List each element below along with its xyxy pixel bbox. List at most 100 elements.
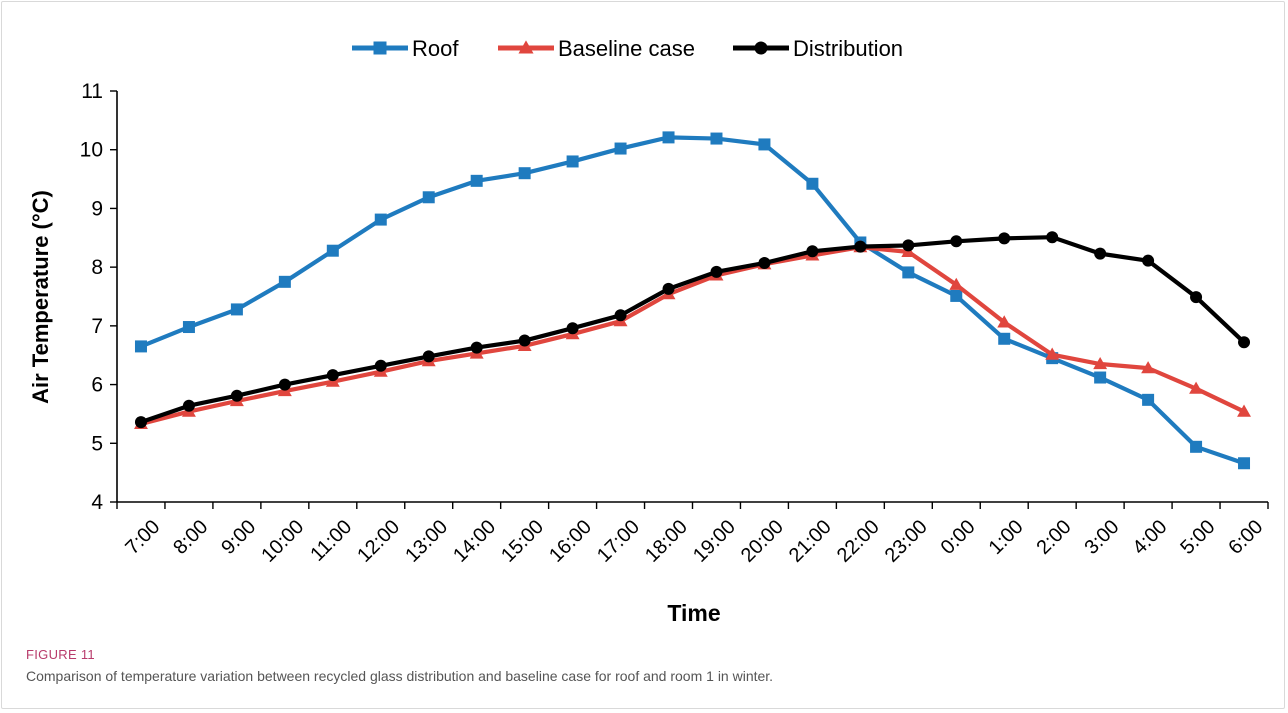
x-tick-label: 5:00: [1176, 516, 1219, 559]
x-tick-label: 17:00: [593, 516, 644, 567]
data-point-baseline-case: [1045, 347, 1060, 360]
data-point-distribution: [710, 265, 723, 278]
legend-item-baseline-case: Baseline case: [498, 36, 695, 61]
series-baseline-case: [134, 240, 1251, 430]
data-point-roof: [902, 266, 915, 279]
data-point-distribution: [470, 341, 483, 354]
x-tick-label: 18:00: [641, 516, 692, 567]
data-point-roof: [1190, 440, 1203, 453]
x-tick-label: 6:00: [1224, 516, 1267, 559]
series-line-roof: [140, 135, 1245, 466]
data-point-distribution: [134, 416, 147, 429]
data-point-distribution: [950, 235, 963, 248]
data-point-distribution: [902, 239, 915, 252]
data-point-distribution: [854, 240, 867, 253]
data-point-distribution: [278, 378, 291, 391]
data-point-distribution: [614, 309, 627, 322]
data-point-distribution: [806, 245, 819, 258]
y-tick-label: 10: [80, 139, 103, 162]
y-tick-label: 11: [81, 80, 103, 103]
y-axis-label: Air Temperature (°C): [28, 190, 53, 404]
data-point-distribution: [1046, 231, 1059, 244]
data-point-roof: [134, 340, 147, 353]
x-tick-label: 16:00: [545, 516, 596, 567]
x-tick-label: 21:00: [785, 516, 836, 567]
data-point-distribution: [326, 369, 339, 382]
data-point-distribution: [230, 389, 243, 402]
x-tick-label: 15:00: [497, 516, 548, 567]
y-tick-label: 6: [91, 374, 103, 397]
data-point-roof: [710, 132, 723, 145]
x-tick-label: 7:00: [121, 516, 164, 559]
x-tick-label: 4:00: [1128, 516, 1171, 559]
data-point-distribution: [182, 399, 195, 412]
data-point-distribution: [518, 334, 531, 347]
y-tick-label: 9: [91, 197, 103, 220]
data-point-roof: [470, 174, 483, 187]
data-point-distribution: [1238, 336, 1251, 349]
x-tick-label: 23:00: [881, 516, 932, 567]
data-point-roof: [998, 332, 1011, 345]
data-point-roof: [806, 177, 819, 190]
data-point-roof: [1094, 371, 1107, 384]
series-layer: [134, 131, 1251, 470]
data-point-baseline-case: [1093, 356, 1108, 370]
data-point-roof: [1142, 393, 1155, 406]
x-tick-label: 13:00: [401, 516, 452, 567]
data-point-baseline-case: [1189, 381, 1204, 394]
data-point-distribution: [998, 232, 1011, 245]
data-point-roof: [230, 303, 243, 316]
data-point-distribution: [566, 322, 579, 335]
data-point-roof: [758, 138, 771, 151]
data-point-distribution: [422, 350, 435, 363]
data-point-distribution: [1142, 254, 1155, 267]
data-point-distribution: [662, 282, 675, 295]
legend-label: Baseline case: [558, 36, 695, 61]
x-tick-label: 1:00: [985, 516, 1028, 559]
x-tick-label: 2:00: [1033, 516, 1076, 559]
data-point-distribution: [758, 257, 771, 270]
data-point-baseline-case: [949, 277, 964, 290]
x-tick-label: 14:00: [449, 516, 500, 567]
x-tick-label: 0:00: [937, 516, 980, 559]
legend-marker: [754, 41, 768, 55]
y-tick-label: 5: [91, 432, 103, 455]
data-point-distribution: [1094, 247, 1107, 260]
legend-item-distribution: Distribution: [733, 36, 903, 61]
y-tick-label: 4: [91, 491, 103, 514]
x-tick-label: 22:00: [833, 516, 884, 567]
x-tick-label: 9:00: [217, 516, 260, 559]
data-point-roof: [1238, 457, 1251, 470]
axes: 4 5 6 7 8 9 10 11 7:00 8:00 9:0010:0011:0012:0013:…: [80, 80, 1269, 567]
x-axis-label: Time: [667, 600, 720, 626]
data-point-roof: [422, 191, 435, 204]
legend-label: Distribution: [793, 36, 903, 61]
y-tick-label: 8: [91, 256, 103, 279]
data-point-roof: [374, 213, 387, 226]
data-point-roof: [326, 244, 339, 257]
data-point-roof: [278, 275, 291, 288]
x-tick-label: 20:00: [737, 516, 788, 567]
data-point-roof: [182, 321, 195, 334]
data-point-baseline-case: [997, 315, 1012, 328]
legend-item-roof: Roof: [352, 36, 459, 61]
x-tick-label: 11:00: [306, 516, 356, 566]
x-tick-label: 19:00: [689, 516, 740, 567]
data-point-roof: [566, 155, 579, 168]
legend-marker: [518, 40, 534, 54]
data-point-roof: [518, 167, 531, 180]
x-tick-label: 8:00: [169, 516, 212, 559]
legend: Roof Baseline case Distribution: [352, 36, 903, 61]
data-point-roof: [662, 131, 675, 144]
x-tick-label: 12:00: [353, 516, 404, 567]
series-line-distribution: [140, 235, 1246, 425]
legend-label: Roof: [412, 36, 459, 61]
data-point-roof: [950, 289, 963, 302]
x-tick-label: 3:00: [1080, 516, 1123, 559]
data-point-distribution: [1190, 291, 1203, 304]
series-roof: [134, 131, 1251, 470]
x-tick-label: 10:00: [257, 516, 308, 567]
line-chart: Roof Baseline case Distribution 4 5 6 7 8 9 10 11…: [28, 36, 1269, 626]
series-line-baseline-case: [140, 245, 1245, 426]
